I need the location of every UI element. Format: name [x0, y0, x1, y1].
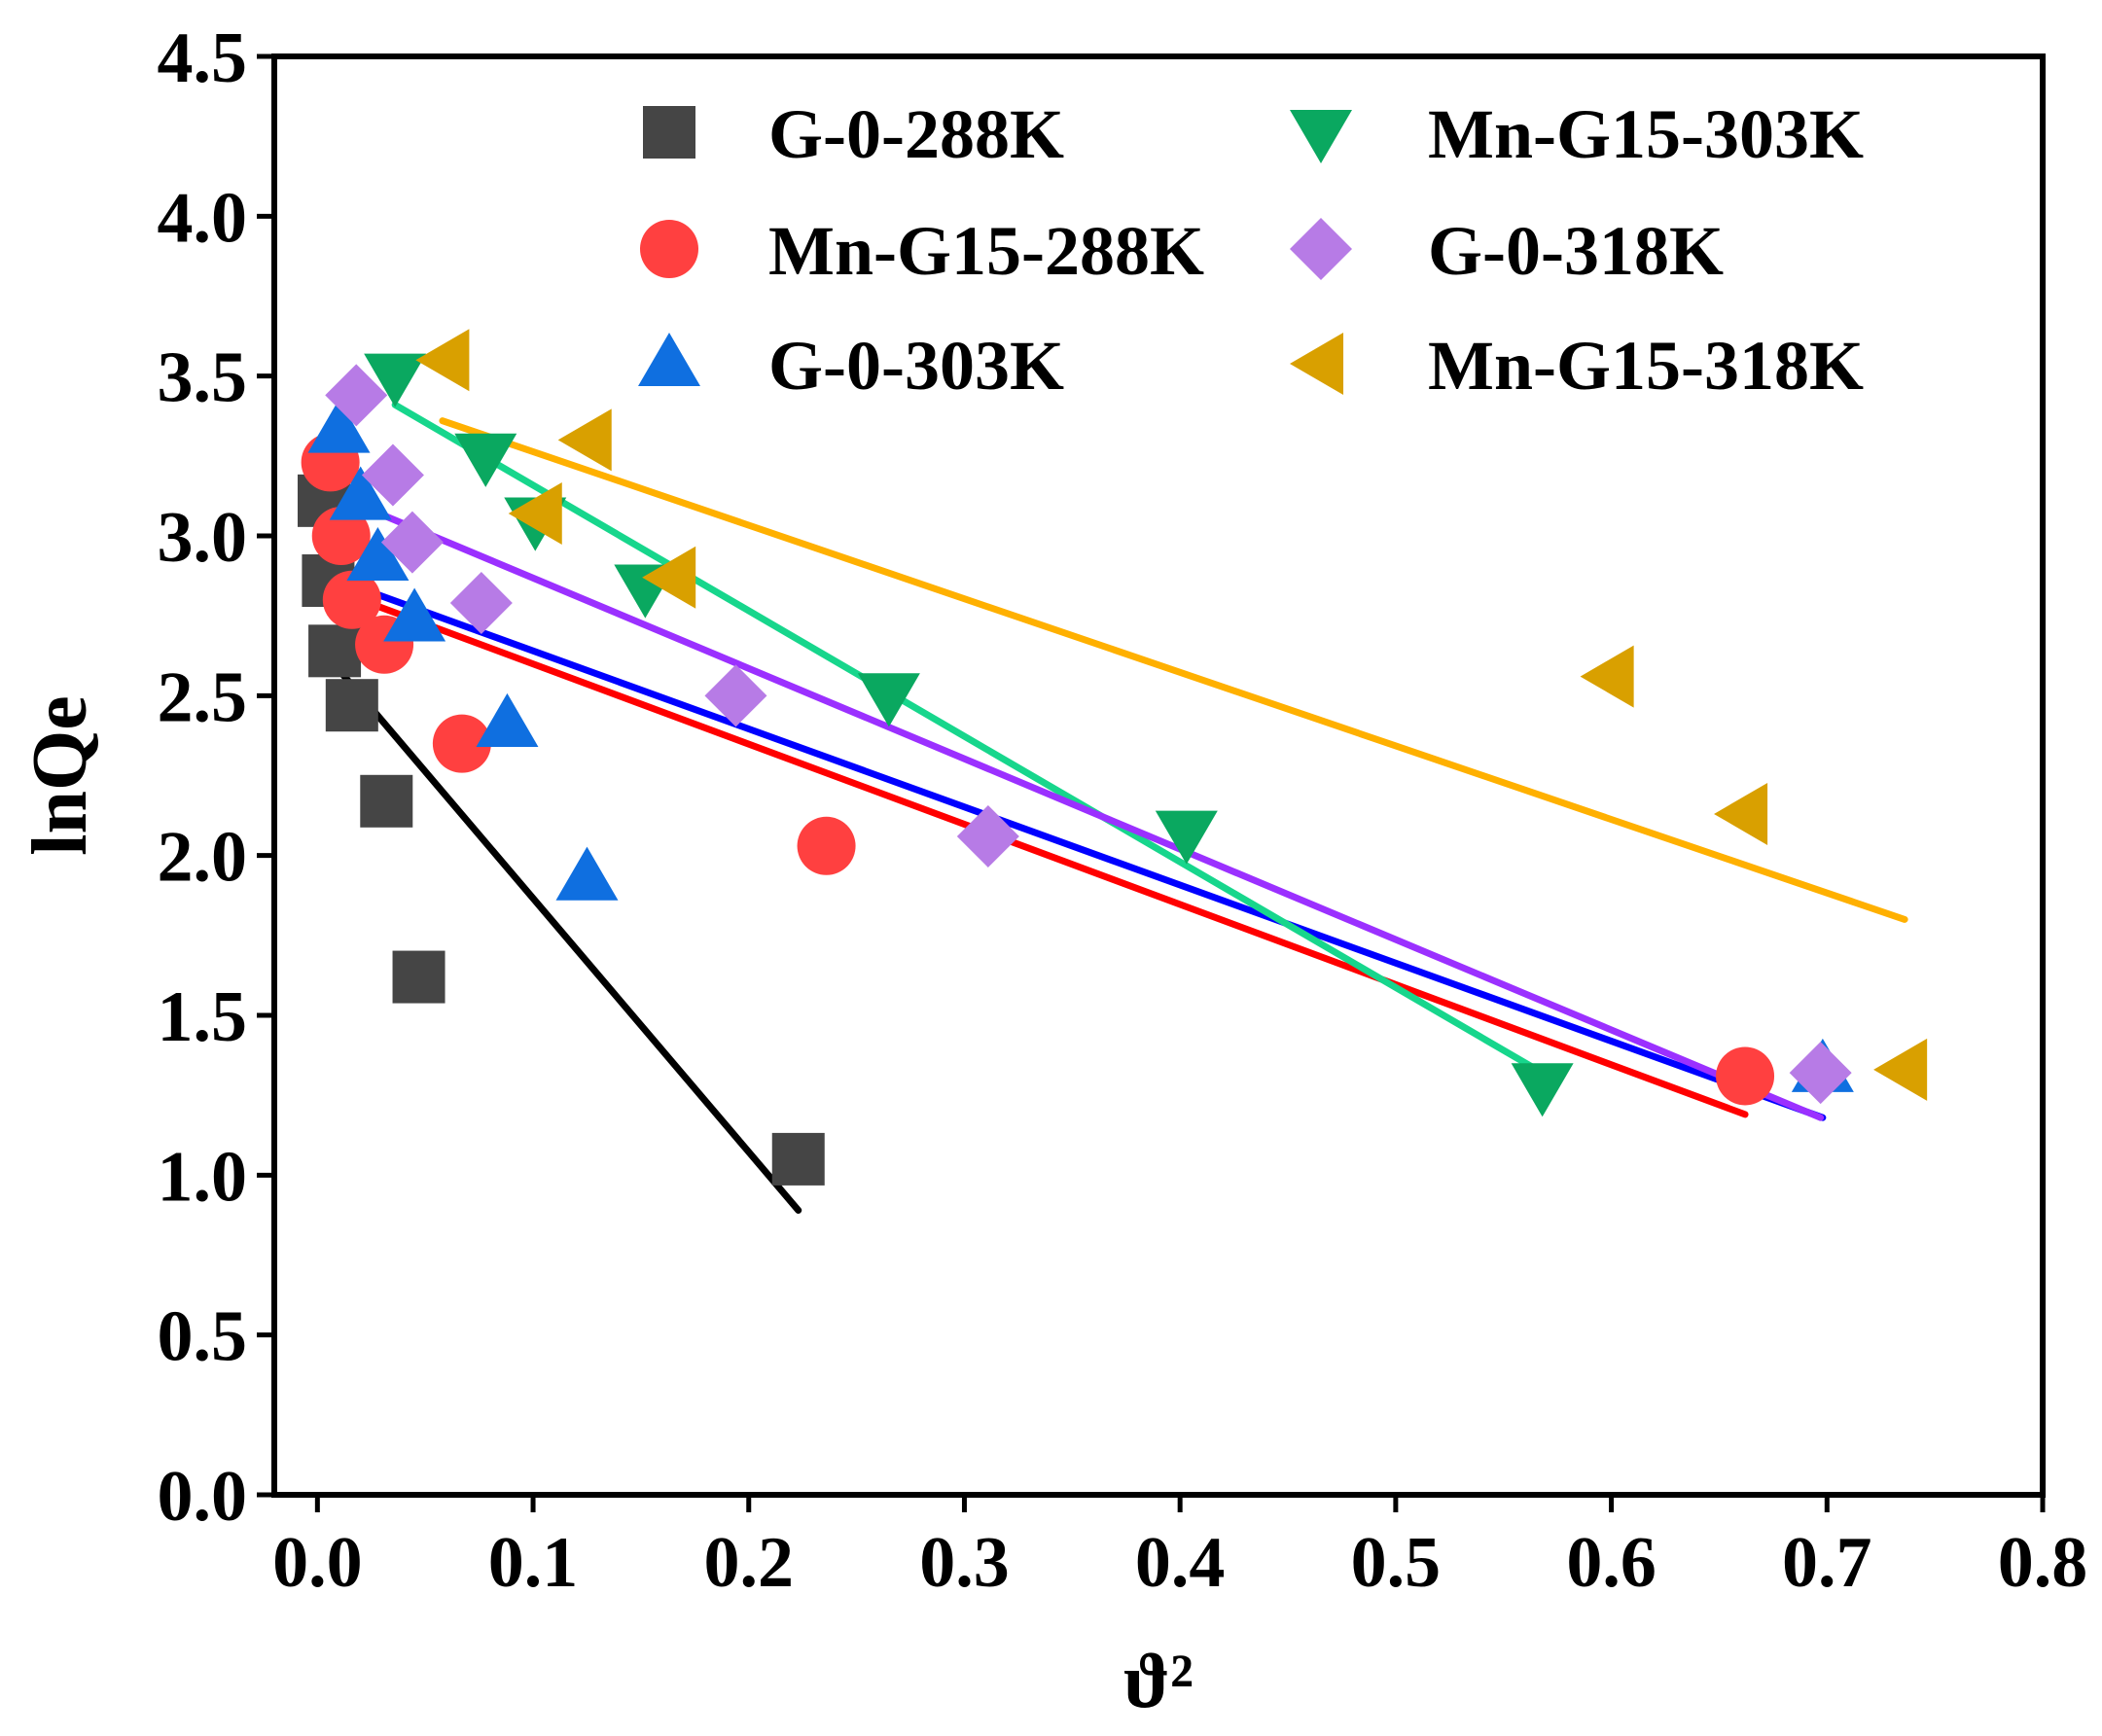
y-tick-label: 0.0: [158, 1457, 248, 1537]
legend-mn-g15-318k-marker: [1290, 333, 1344, 395]
legend-mn-g15-318k-label: Mn-G15-318K: [1428, 327, 1864, 405]
g0-303k-point: [307, 399, 371, 453]
x-tick-label: 0.5: [1351, 1523, 1442, 1603]
mn-g15-318k-point: [642, 546, 696, 609]
legend-g0-288k-marker: [643, 106, 695, 159]
data-markers: [297, 329, 1928, 1186]
mn-g15-318k-point: [1714, 782, 1768, 845]
mn-g15-303k-point: [364, 353, 427, 407]
x-tick-label: 0.6: [1566, 1523, 1657, 1603]
y-tick-label: 3.5: [158, 338, 248, 418]
y-tick-label: 1.0: [158, 1137, 248, 1217]
y-tick-label: 0.5: [158, 1297, 248, 1377]
legend-g0-303k-label: G-0-303K: [768, 327, 1064, 405]
y-tick-label: 4.0: [158, 178, 248, 258]
mn-g15-303k-fit-line: [391, 401, 1547, 1077]
g0-303k-fit-line: [336, 577, 1827, 1121]
g0-303k-point: [555, 846, 619, 901]
g0-288k-fit-line: [324, 654, 802, 1214]
g0-318k-point: [325, 364, 388, 427]
y-tick-label: 2.5: [158, 657, 248, 737]
mn-g15-318k-point: [1873, 1038, 1928, 1101]
g0-303k-point: [329, 466, 392, 520]
g0-318k-point: [1789, 1042, 1852, 1105]
mn-g15-288k-point: [1716, 1046, 1775, 1106]
legend: G-0-288K Mn-G15-288K G-0-303K Mn-G15-303K G-…: [638, 95, 1864, 405]
x-tick-label: 0.7: [1782, 1523, 1872, 1603]
legend-mn-g15-288k-marker: [640, 220, 698, 278]
mn-g15-318k-point: [508, 481, 562, 545]
legend-mn-g15-288k-label: Mn-G15-288K: [768, 212, 1204, 290]
mn-g15-303k-point: [857, 673, 920, 727]
legend-mn-g15-303k-marker: [1290, 109, 1352, 163]
mn-g15-318k-point: [557, 408, 612, 472]
legend-g0-318k-marker: [1290, 218, 1352, 280]
mn-g15-288k-point: [322, 570, 381, 629]
g0-318k-point: [449, 572, 513, 635]
mn-g15-318k-fit-line: [439, 417, 1908, 923]
y-tick-label: 3.0: [158, 498, 248, 578]
plot-frame: [271, 53, 2046, 1498]
g0-303k-point: [346, 527, 410, 582]
g0-288k-point: [771, 1132, 825, 1186]
mn-g15-303k-point: [1155, 810, 1218, 865]
x-tick-label: 0.1: [488, 1523, 579, 1603]
mn-g15-288k-fit-line: [331, 586, 1749, 1118]
g0-288k-point: [360, 774, 413, 828]
g0-303k-point: [476, 692, 539, 747]
y-tick-label: 4.5: [158, 18, 248, 98]
mn-g15-318k-point: [1580, 645, 1634, 708]
mn-g15-288k-point: [797, 816, 856, 875]
x-tick-label: 0.2: [704, 1523, 795, 1603]
g0-303k-point: [383, 587, 446, 642]
y-tick-label: 1.5: [158, 977, 248, 1057]
g0-318k-point: [361, 443, 424, 507]
y-tick-label: 2.0: [158, 818, 248, 898]
g0-318k-point: [956, 804, 1019, 868]
y-axis-title: lnQe: [18, 695, 103, 855]
fit-lines: [324, 401, 1908, 1214]
mn-g15-288k-point: [432, 714, 491, 773]
x-tick-label: 0.3: [919, 1523, 1010, 1603]
g0-288k-point: [392, 950, 445, 1004]
g0-318k-point: [704, 664, 767, 727]
mn-g15-318k-point: [415, 329, 470, 392]
mn-g15-303k-point: [1511, 1063, 1574, 1117]
x-tick-label: 0.8: [1998, 1523, 2088, 1603]
x-axis-title: ϑ²: [1123, 1639, 1194, 1724]
mn-g15-288k-point: [311, 507, 371, 565]
legend-g0-288k-label: G-0-288K: [768, 95, 1064, 173]
legend-g0-303k-marker: [638, 333, 700, 387]
mn-g15-303k-point: [454, 433, 517, 487]
g0-288k-point: [308, 624, 362, 678]
legend-g0-318k-label: G-0-318K: [1428, 212, 1724, 290]
axis-ticks: 0.0 0.1 0.2 0.3 0.4 0.5 0.6 0.7 0.8 0.0 0.5 1.0 1.5 2…: [158, 18, 2088, 1603]
x-tick-label: 0.4: [1135, 1523, 1226, 1603]
g0-318k-point: [380, 511, 444, 574]
x-tick-label: 0.0: [272, 1523, 363, 1603]
g0-318k-fit-line: [352, 500, 1825, 1121]
g0-288k-point: [325, 679, 378, 732]
legend-mn-g15-303k-label: Mn-G15-303K: [1428, 95, 1864, 173]
